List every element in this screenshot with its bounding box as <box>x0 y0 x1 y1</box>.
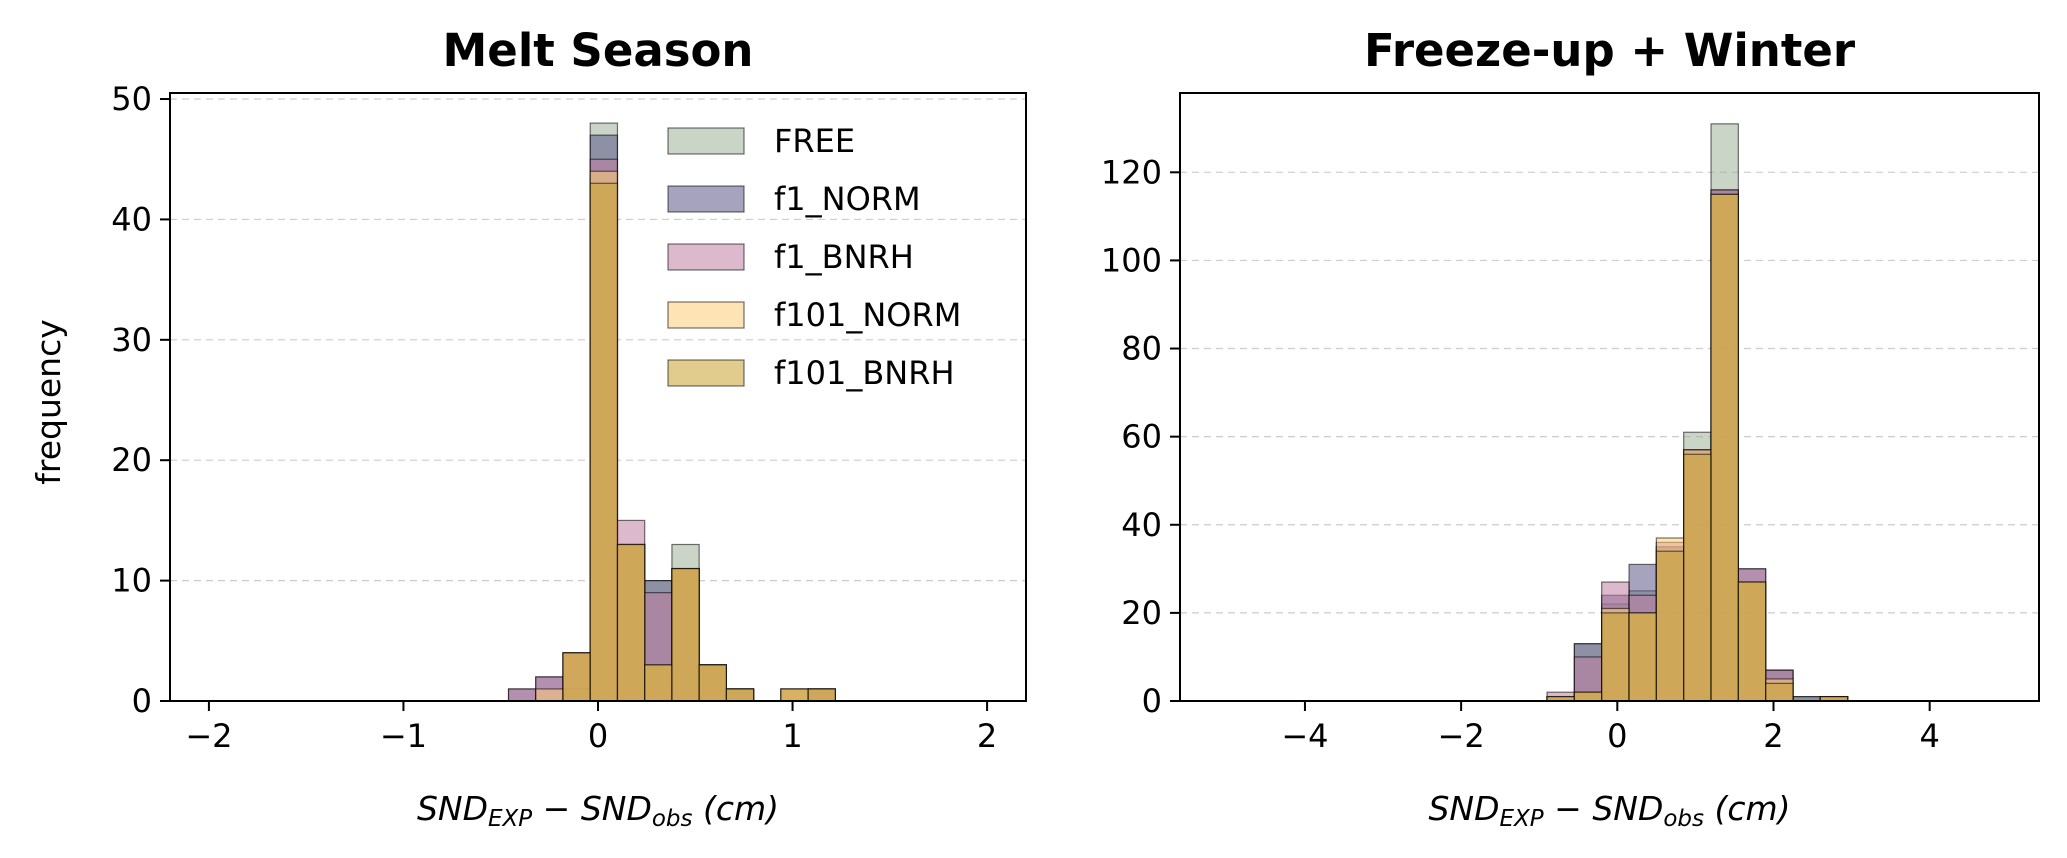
y-tick-label: 0 <box>132 682 152 720</box>
histogram-bar <box>671 567 700 702</box>
histogram-bar <box>1710 193 1739 702</box>
y-tick-label: 10 <box>111 562 152 600</box>
chart-title: Freeze-up + Winter <box>1364 24 1856 77</box>
histogram-bar <box>507 688 537 702</box>
histogram-bar <box>644 664 673 702</box>
x-tick-label: −2 <box>1438 717 1485 755</box>
y-tick-label: 40 <box>111 200 152 238</box>
legend-label: f101_BNRH <box>774 354 955 392</box>
histogram-bar <box>589 182 619 702</box>
series-f101-bnrh <box>1546 193 1849 702</box>
y-tick-label: 100 <box>1101 241 1162 279</box>
x-tick-label: 1 <box>782 717 802 755</box>
histogram-bar <box>725 688 755 702</box>
legend-label: f1_BNRH <box>774 238 914 276</box>
legend-item: f1_BNRH <box>667 238 914 276</box>
y-tick-label: 40 <box>1121 506 1162 544</box>
legend-item: f1_NORM <box>667 180 921 218</box>
y-tick-label: 0 <box>1142 682 1162 720</box>
axes-frame <box>1179 92 2040 702</box>
x-tick-label: 4 <box>1919 717 1939 755</box>
legend-item: f101_BNRH <box>667 354 955 392</box>
histogram-bar <box>1573 691 1603 702</box>
legend-item: FREE <box>667 122 855 160</box>
y-tick-label: 20 <box>1121 594 1162 632</box>
x-tick-label: −2 <box>185 717 232 755</box>
histogram-bar <box>1601 612 1630 702</box>
histogram-bar <box>1683 453 1712 702</box>
y-tick-label: 120 <box>1101 153 1162 191</box>
x-tick-label: −4 <box>1281 717 1328 755</box>
histogram-bar <box>562 652 591 702</box>
chart-title: Melt Season <box>443 24 754 77</box>
legend: FREE f1_NORM f1_BNRH f101_NORM f101_BNRH <box>667 122 961 392</box>
y-tick-label: 20 <box>111 441 152 479</box>
histogram-bar <box>1628 612 1657 702</box>
legend-swatch <box>667 359 745 387</box>
histogram-bar <box>1765 682 1794 702</box>
y-tick-label: 80 <box>1121 330 1162 368</box>
histogram-bar <box>1655 550 1685 702</box>
histogram-bar <box>1737 581 1767 702</box>
y-tick-label: 30 <box>111 321 152 359</box>
legend-label: FREE <box>774 122 855 160</box>
y-tick-label: 50 <box>111 80 152 118</box>
legend-label: f1_NORM <box>774 180 921 218</box>
x-tick-label: 0 <box>588 717 608 755</box>
legend-swatch <box>667 185 745 213</box>
y-tick-label: 60 <box>1121 418 1162 456</box>
histogram-bar <box>616 543 646 702</box>
legend-item: f101_NORM <box>667 296 961 334</box>
legend-label: f101_NORM <box>774 296 961 334</box>
y-axis-label: frequency <box>29 319 68 485</box>
legend-swatch <box>667 243 745 271</box>
legend-swatch <box>667 127 745 155</box>
x-axis-label: SNDEXP − SNDobs (cm) <box>417 789 779 832</box>
histogram-bar <box>698 664 727 702</box>
histogram-bar <box>807 688 836 702</box>
x-tick-label: 2 <box>977 717 997 755</box>
x-axis-label: SNDEXP − SNDobs (cm) <box>1428 789 1790 832</box>
x-tick-label: −1 <box>380 717 427 755</box>
x-tick-label: 2 <box>1763 717 1783 755</box>
histogram-bar <box>780 688 809 702</box>
histogram-bar <box>535 688 564 702</box>
legend-swatch <box>667 301 745 329</box>
x-tick-label: 0 <box>1607 717 1627 755</box>
